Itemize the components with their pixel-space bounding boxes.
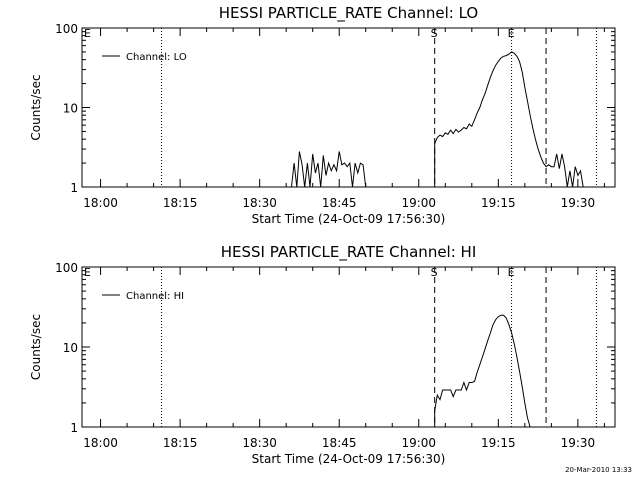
legend-label: Channel: HI — [126, 291, 184, 302]
chart-title: HESSI PARTICLE_RATE Channel: LO — [219, 4, 478, 23]
y-tick-label: 100 — [55, 22, 78, 36]
y-tick-label: 1 — [70, 181, 78, 195]
timestamp-footer: 20-Mar-2010 13:33 — [565, 466, 632, 474]
marker-label: S — [431, 266, 438, 279]
series-line-segment — [291, 151, 367, 188]
y-axis-label: Counts/sec — [29, 314, 43, 380]
x-tick-label: 18:30 — [242, 436, 277, 450]
chart-title: HESSI PARTICLE_RATE Channel: HI — [221, 243, 477, 262]
series-line-segment — [434, 51, 584, 188]
x-tick-label: 18:00 — [83, 436, 118, 450]
y-tick-label: 1 — [70, 421, 78, 435]
series-line-segment — [434, 314, 531, 428]
marker-label: E — [508, 27, 515, 40]
x-tick-label: 18:30 — [242, 196, 277, 210]
y-tick-label: 10 — [63, 102, 78, 116]
x-tick-label: 18:45 — [322, 436, 357, 450]
chart-panel-2: HESSI PARTICLE_RATE Channel: HI 18:00 18:1… — [29, 243, 616, 466]
x-tick-label: 19:00 — [401, 436, 436, 450]
x-tick-label: 19:00 — [401, 196, 436, 210]
y-tick-label: 100 — [55, 261, 78, 275]
x-tick-label: 18:15 — [163, 196, 198, 210]
y-axis-label: Counts/sec — [29, 74, 43, 140]
x-axis-label: Start Time (24-Oct-09 17:56:30) — [252, 452, 446, 466]
x-axis-label: Start Time (24-Oct-09 17:56:30) — [252, 212, 446, 226]
x-tick-label: 18:45 — [322, 196, 357, 210]
y-tick-label: 10 — [63, 341, 78, 355]
corner-label: E — [84, 27, 91, 40]
x-tick-label: 18:15 — [163, 436, 198, 450]
marker-label: E — [508, 266, 515, 279]
chart-panel-1: HESSI PARTICLE_RATE Channel: LO 18:00 18:1… — [29, 4, 616, 226]
x-tick-label: 19:15 — [481, 196, 516, 210]
x-tick-label: 19:15 — [481, 436, 516, 450]
x-tick-label: 19:30 — [561, 196, 596, 210]
x-tick-label: 18:00 — [83, 196, 118, 210]
marker-label: S — [431, 27, 438, 40]
corner-label: E — [84, 266, 91, 279]
x-tick-label: 19:30 — [561, 436, 596, 450]
legend-label: Channel: LO — [126, 52, 187, 63]
